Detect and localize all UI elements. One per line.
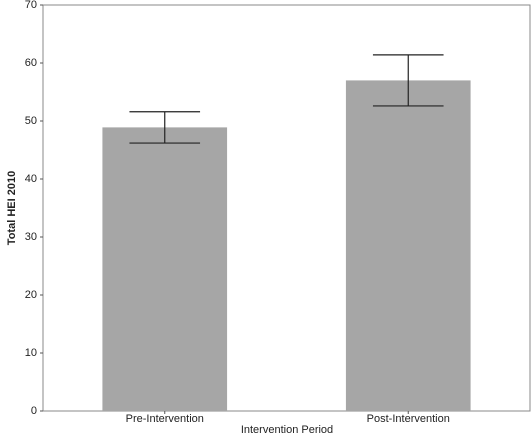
y-tick-label: 20 <box>25 289 37 301</box>
x-axis-label: Intervention Period <box>241 424 333 436</box>
y-tick-label: 40 <box>25 173 37 185</box>
y-tick-label: 30 <box>25 231 37 243</box>
y-tick-label: 70 <box>25 0 37 11</box>
y-tick-label: 60 <box>25 57 37 69</box>
error-bar <box>372 54 444 107</box>
bar <box>102 127 228 411</box>
y-tick-label: 50 <box>25 115 37 127</box>
y-tick-label: 10 <box>25 347 37 359</box>
x-tick-label: Post-Intervention <box>367 413 450 425</box>
y-tick-label: 0 <box>31 405 37 417</box>
x-tick-label: Pre-Intervention <box>126 413 204 425</box>
error-bar <box>129 111 201 144</box>
y-axis-label: Total HEI 2010 <box>6 171 18 245</box>
bar <box>345 80 471 412</box>
